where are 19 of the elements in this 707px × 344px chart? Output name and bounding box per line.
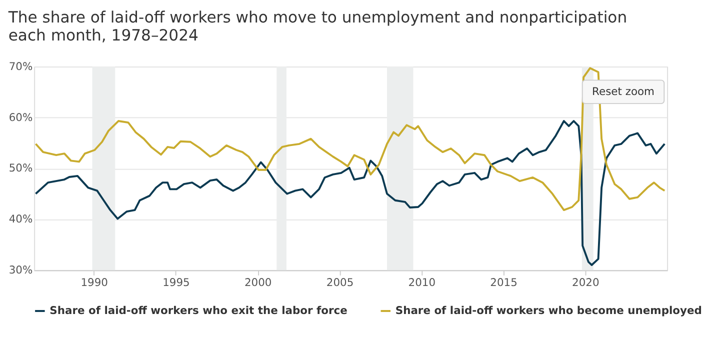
y-tick-label: 50%: [8, 162, 33, 175]
text: each month, 1978–2024: [8, 26, 198, 44]
text: The share of laid-off workers who move to unemployment and nonparticipation: [8, 8, 628, 27]
legend-label: Share of laid-off workers who exit the labor force: [50, 304, 348, 317]
x-tick-label: 2020: [572, 276, 600, 290]
y-tick-label: 40%: [8, 212, 33, 226]
y-tick-label: 30%: [8, 264, 33, 277]
legend-label: Share of laid-off workers who become unemployed: [395, 304, 702, 317]
line-series: [34, 67, 666, 212]
x-tick-label: 2000: [244, 276, 272, 290]
y-tick-label: 70%: [8, 60, 33, 73]
annotation: Reset zoom: [592, 84, 654, 98]
x-tick-label: 2005: [326, 276, 354, 290]
x-tick-label: 1995: [162, 276, 190, 290]
x-tick-label: 1990: [80, 276, 108, 290]
x-tick-label: 2010: [408, 276, 436, 290]
x-tick-label: 2015: [490, 276, 518, 290]
line-series: [34, 120, 666, 266]
y-tick-label: 60%: [8, 110, 33, 124]
